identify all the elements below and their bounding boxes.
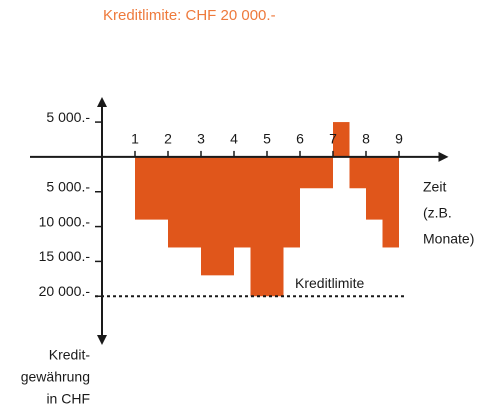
y-axis-label: in CHF [46, 391, 90, 407]
bar [382, 156, 399, 248]
x-axis-arrow [438, 151, 449, 162]
x-tick-label: 2 [164, 131, 172, 147]
bar [333, 122, 350, 157]
chart-title: Kreditlimite: CHF 20 000.- [103, 7, 276, 24]
x-axis-label: (z.B. [423, 205, 452, 221]
y-axis-label: Kredit- [49, 347, 91, 363]
x-tick-label: 7 [329, 131, 337, 147]
limit-label: Kreditlimite [295, 275, 364, 291]
x-tick-label: 3 [197, 131, 205, 147]
bar [250, 156, 284, 297]
y-tick-label: 5 000.- [46, 178, 90, 194]
x-tick-label: 9 [395, 131, 403, 147]
y-tick-label: 10 000.- [39, 213, 91, 229]
y-axis-label: gewährung [21, 369, 90, 385]
bar [168, 156, 201, 248]
x-axis-label: Monate) [423, 231, 474, 247]
y-tick-label: 20 000.- [39, 283, 91, 299]
x-tick-label: 6 [296, 131, 304, 147]
bar [366, 156, 383, 220]
y-axis-arrow [97, 335, 107, 345]
y-tick-label: 15 000.- [39, 248, 91, 264]
y-tick-label: 5 000.- [46, 109, 90, 125]
x-tick-label: 1 [131, 131, 139, 147]
bar [349, 156, 366, 189]
bar [234, 156, 251, 248]
x-tick-label: 5 [263, 131, 271, 147]
x-tick-label: 8 [362, 131, 370, 147]
bar [300, 156, 333, 189]
bar [135, 156, 168, 220]
x-axis-label: Zeit [423, 179, 446, 195]
x-tick-label: 4 [230, 131, 238, 147]
y-axis-arrow [97, 97, 107, 107]
bar [283, 156, 300, 248]
bar [201, 156, 234, 276]
